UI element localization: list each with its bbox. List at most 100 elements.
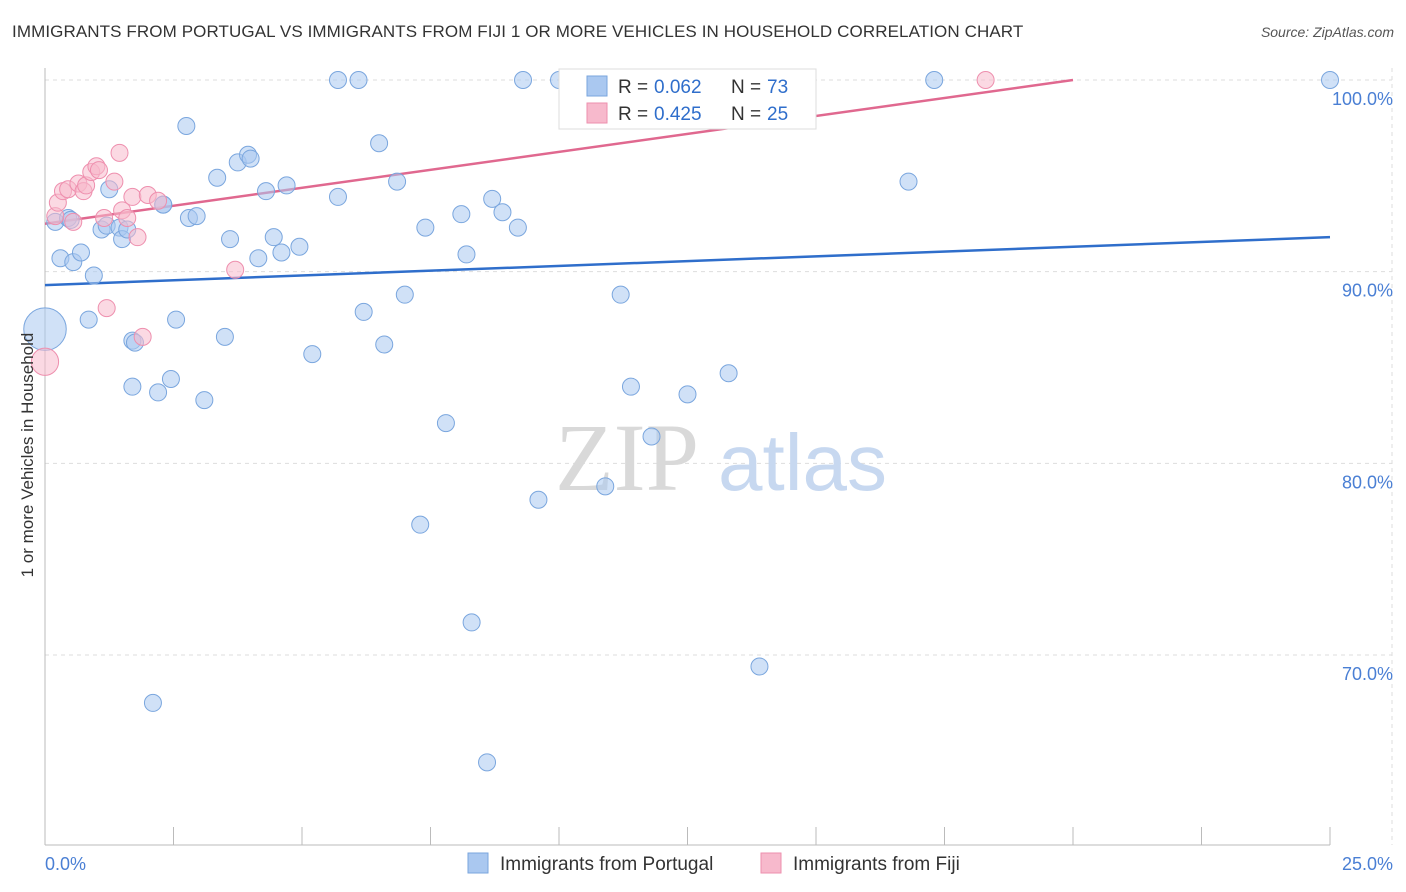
portugal-point-39 bbox=[328, 71, 347, 89]
trend-line-fiji bbox=[44, 78, 1074, 225]
x-tick-label-1: 25.0% bbox=[1342, 854, 1393, 874]
portugal-point-32 bbox=[257, 182, 276, 201]
portugal-point-54 bbox=[493, 203, 512, 222]
legend-n-value-fiji: 25 bbox=[767, 104, 788, 125]
legend-r-value-portugal: 0.062 bbox=[654, 77, 702, 98]
fiji-point-17 bbox=[118, 209, 137, 227]
portugal-point-61 bbox=[621, 377, 640, 396]
legend-n-label-fiji: N = bbox=[731, 104, 761, 125]
trend-lines bbox=[44, 78, 1331, 287]
portugal-point-59 bbox=[596, 477, 615, 496]
portugal-point-64 bbox=[719, 364, 738, 383]
portugal-point-6 bbox=[79, 310, 98, 329]
fiji-point-14 bbox=[105, 172, 124, 191]
portugal-point-67 bbox=[899, 172, 918, 191]
portugal-point-50 bbox=[457, 245, 476, 264]
bottom-legend-swatch-fiji bbox=[760, 852, 782, 874]
watermark-zip: ZIP bbox=[555, 404, 699, 511]
portugal-point-60 bbox=[611, 285, 630, 304]
portugal-point-25 bbox=[208, 168, 227, 187]
portugal-point-19 bbox=[161, 370, 180, 388]
portugal-point-5 bbox=[71, 243, 90, 262]
portugal-point-37 bbox=[303, 345, 322, 364]
portugal-point-21 bbox=[177, 117, 196, 135]
gridlines bbox=[45, 68, 1393, 845]
source-label: Source: ZipAtlas.com bbox=[1260, 24, 1394, 40]
legend-swatch-fiji bbox=[586, 102, 608, 124]
legend-r-label-portugal: R = bbox=[618, 77, 648, 98]
portugal-point-65 bbox=[750, 657, 769, 676]
fiji-point-15 bbox=[110, 143, 129, 162]
portugal-point-46 bbox=[411, 515, 430, 534]
bottom-legend-fiji: Immigrants from Fiji bbox=[793, 854, 960, 875]
tick-labels: 70.0% 80.0% 90.0% 100.0% 0.0% 25.0% bbox=[45, 89, 1393, 874]
portugal-point-27 bbox=[221, 230, 240, 249]
chart-title: IMMIGRANTS FROM PORTUGAL VS IMMIGRANTS F… bbox=[12, 22, 1024, 41]
axes bbox=[44, 68, 1331, 846]
fiji-point-5 bbox=[64, 212, 83, 231]
fiji-point-18 bbox=[123, 187, 142, 206]
portugal-point-56 bbox=[514, 71, 533, 89]
fiji-point-11 bbox=[89, 161, 108, 180]
fiji-point-12 bbox=[95, 209, 114, 227]
portugal-point-7 bbox=[84, 266, 103, 285]
fiji-point-19 bbox=[128, 228, 147, 247]
portugal-point-68 bbox=[925, 71, 944, 89]
portugal-point-23 bbox=[187, 207, 206, 226]
y-tick-label-3: 100.0% bbox=[1332, 89, 1393, 109]
portugal-point-35 bbox=[277, 176, 296, 195]
watermark: ZIP atlas bbox=[555, 404, 887, 511]
portugal-point-31 bbox=[249, 249, 268, 268]
y-axis-label: 1 or more Vehicles in Household bbox=[18, 333, 37, 578]
portugal-point-36 bbox=[290, 237, 309, 256]
portugal-point-30 bbox=[241, 149, 260, 168]
portugal-point-44 bbox=[388, 172, 407, 191]
portugal-point-17 bbox=[149, 383, 168, 402]
portugal-point-63 bbox=[678, 385, 697, 404]
portugal-point-47 bbox=[416, 218, 435, 237]
legend-r-value-fiji: 0.425 bbox=[654, 104, 702, 125]
y-tick-label-2: 90.0% bbox=[1342, 281, 1393, 301]
fiji-point-22 bbox=[149, 191, 168, 210]
y-tick-label-1: 80.0% bbox=[1342, 472, 1393, 492]
portugal-point-41 bbox=[354, 302, 373, 321]
y-tick-label-0: 70.0% bbox=[1342, 664, 1393, 684]
legend-r-label-fiji: R = bbox=[618, 104, 648, 125]
portugal-point-45 bbox=[395, 285, 414, 304]
portugal-point-40 bbox=[349, 71, 368, 89]
portugal-point-33 bbox=[264, 228, 283, 247]
fiji-point-23 bbox=[226, 260, 245, 279]
bottom-legend-swatch-portugal bbox=[467, 852, 489, 874]
portugal-point-55 bbox=[508, 218, 527, 237]
portugal-point-51 bbox=[462, 613, 481, 632]
fiji-point-13 bbox=[97, 299, 116, 318]
fiji-point-24 bbox=[976, 71, 995, 89]
portugal-point-16 bbox=[143, 693, 162, 712]
portugal-point-43 bbox=[375, 335, 394, 354]
legend: R = 0.062 N = 73 R = 0.425 N = 25 bbox=[558, 68, 817, 130]
portugal-point-52 bbox=[478, 753, 497, 772]
portugal-point-62 bbox=[642, 427, 661, 446]
legend-swatch-portugal bbox=[586, 75, 608, 97]
fiji-point-20 bbox=[133, 327, 152, 346]
portugal-point-69 bbox=[1321, 71, 1339, 89]
fiji-point-0 bbox=[30, 347, 60, 376]
legend-n-label-portugal: N = bbox=[731, 77, 761, 98]
portugal-point-20 bbox=[167, 310, 186, 329]
portugal-point-49 bbox=[452, 205, 471, 224]
portugal-point-15 bbox=[123, 377, 142, 396]
trend-line-portugal bbox=[44, 235, 1331, 287]
portugal-point-26 bbox=[215, 327, 234, 346]
x-tick-label-0: 0.0% bbox=[45, 854, 86, 874]
series-fiji-points bbox=[30, 71, 995, 376]
portugal-point-42 bbox=[370, 134, 389, 153]
bottom-legend: Immigrants from Portugal Immigrants from… bbox=[467, 852, 960, 875]
portugal-point-57 bbox=[529, 490, 548, 509]
portugal-point-34 bbox=[272, 243, 291, 262]
portugal-point-24 bbox=[195, 391, 214, 410]
portugal-point-48 bbox=[436, 414, 455, 433]
bottom-legend-portugal: Immigrants from Portugal bbox=[500, 854, 713, 875]
portugal-point-38 bbox=[328, 187, 347, 206]
watermark-atlas: atlas bbox=[718, 418, 887, 507]
